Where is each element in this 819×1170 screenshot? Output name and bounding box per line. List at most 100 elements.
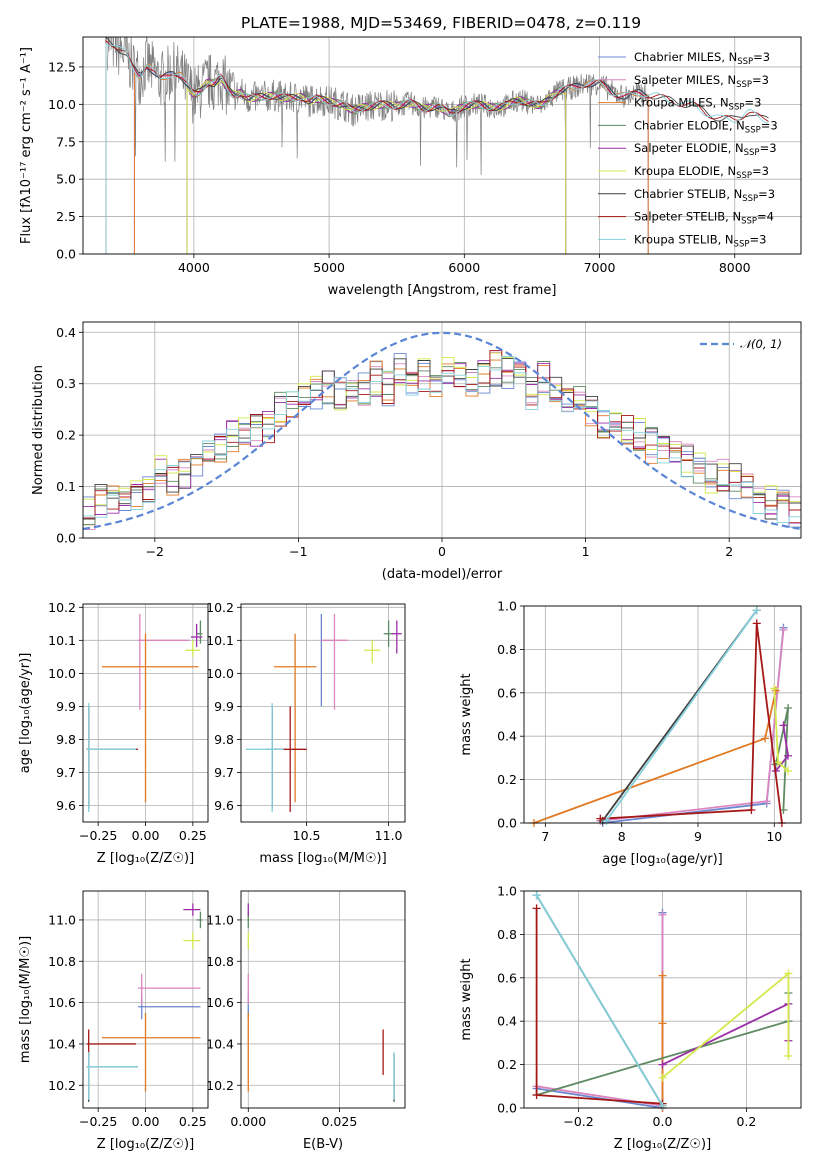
spectrum-ylabel: Flux [fλ10⁻¹⁷ erg cm⁻² s⁻¹ A⁻¹] [19, 47, 34, 244]
weight-vs-age-line-kroupa_stelib [605, 609, 758, 822]
age-vs-mass-frame [240, 603, 406, 823]
age-vs-mass-ytick-label: 9.7 [214, 765, 234, 780]
spectrum-legend: Chabrier MILES, NSSP=3 Salpeter MILES, NS… [598, 50, 778, 249]
weight-vs-Z-ytick-label: 0.2 [497, 1057, 517, 1072]
mass-vs-Z-ylabel: mass [log₁₀(M/M☉)] [18, 936, 33, 1063]
age-vs-Z-xtick-label: 0.25 [179, 828, 207, 843]
mass-vs-ebv-frame [240, 890, 406, 1109]
residuals-axes: −2 −1 0 1 2 0.0 0.1 0.2 0.3 0.4 (data-model)/error… [31, 322, 801, 582]
age-vs-Z-plot [86, 613, 203, 813]
residuals-hist-kroupa_stelib [83, 355, 801, 538]
residuals-xtick-label: 2 [725, 544, 733, 559]
mass-vs-ebv-xtick-label: 0.000 [230, 1114, 266, 1129]
mass-vs-Z-plot [86, 903, 203, 1102]
weight-vs-age-ytick-label: 1.0 [497, 599, 517, 614]
weight-vs-Z-ytick-label: 1.0 [497, 884, 517, 899]
age-vs-mass-ytick-label: 9.9 [214, 699, 234, 714]
age-vs-mass-xtick-label: 11.0 [375, 828, 403, 843]
spectrum-ytick-label: 7.5 [56, 134, 76, 149]
age-vs-mass-ytick-label: 10.0 [206, 666, 234, 681]
weight-vs-age-marker-salpeter_stelib [752, 619, 761, 628]
mass-vs-ebv-xlabel: E(B-V) [303, 1137, 343, 1152]
weight-vs-Z-line-kroupa_stelib [535, 894, 664, 1107]
weight-vs-age-ytick-label: 0.0 [497, 816, 517, 831]
weight-vs-age-marker-chabrier_elodie [784, 703, 793, 712]
weight-vs-Z-marker-salpeter_miles [658, 910, 667, 919]
age-vs-mass-plot [245, 613, 402, 813]
age-vs-mass-xtick-label: 10.5 [293, 828, 321, 843]
age-vs-Z-xlabel: Z [log₁₀(Z/Z☉)] [97, 851, 194, 866]
weight-vs-Z-xtick-label: 0.0 [653, 1114, 673, 1129]
weight-vs-age-marker-kroupa_stelib [752, 606, 761, 615]
weight-vs-Z-axes: −0.2 0.0 0.2 0.0 0.2 0.4 0.6 0.8 1.0 Z [log₁₀(Z/Z… [459, 884, 801, 1152]
weight-vs-age-ylabel: mass weight [459, 673, 474, 755]
age-vs-Z-xtick-label: 0.00 [132, 828, 160, 843]
weight-vs-Z-marker-salpeter_stelib [532, 904, 541, 913]
spectrum-ytick-label: 12.5 [48, 59, 76, 74]
spectrum-ytick-label: 10.0 [48, 97, 76, 112]
age-vs-Z-ytick-label: 9.7 [56, 765, 76, 780]
weight-vs-Z-marker-kroupa_miles [658, 1019, 667, 1028]
weight-vs-age-xtick-label: 7 [541, 829, 549, 844]
spectrum-frame [82, 36, 802, 255]
mass-vs-Z-ytick-label: 10.2 [48, 1078, 76, 1093]
age-vs-Z-xtick-label: −0.25 [79, 828, 117, 843]
weight-vs-Z-ytick-label: 0.0 [497, 1101, 517, 1116]
spectrum-model-line-kroupa_stelib [105, 42, 769, 254]
spectrum-legend-label: Salpeter ELODIE, NSSP=3 [634, 141, 777, 158]
spectrum-xlabel: wavelength [Angstrom, rest frame] [328, 283, 557, 298]
weight-vs-age-marker-kroupa_stelib [602, 816, 611, 825]
residuals-ytick-label: 0.1 [56, 479, 76, 494]
spectrum-xtick-label: 8000 [719, 260, 751, 275]
spectrum-xtick-label: 4000 [178, 260, 210, 275]
mass-vs-ebv-ytick-label: 10.8 [206, 954, 234, 969]
mass-vs-ebv-ytick-label: 11.0 [206, 912, 234, 927]
spectrum-plot [105, 37, 769, 254]
mass-vs-Z-axes: −0.25 0.00 0.25 10.2 10.4 10.6 10.8 11.0 Z [log₁… [18, 891, 208, 1152]
weight-vs-age-marker-kroupa_elodie [770, 684, 779, 693]
weight-vs-age-marker-salpeter_stelib [747, 805, 756, 814]
residuals-xtick-label: −1 [289, 544, 307, 559]
residuals-ytick-label: 0.0 [56, 531, 76, 546]
spectrum-legend-label: Chabrier ELODIE, NSSP=3 [634, 118, 778, 135]
weight-vs-Z-marker-kroupa_elodie [658, 1073, 667, 1082]
age-vs-Z-frame [82, 603, 209, 823]
mass-vs-ebv-ytick-label: 10.4 [206, 1036, 234, 1051]
weight-vs-Z-ytick-label: 0.6 [497, 970, 517, 985]
spectrum-legend-label: Kroupa ELODIE, NSSP=3 [634, 164, 769, 181]
residuals-ylabel: Normed distribution [31, 365, 46, 495]
spectrum-model-line-chabrier_stelib [105, 37, 769, 254]
mass-vs-Z-ytick-label: 10.6 [48, 995, 76, 1010]
age-vs-mass-ytick-label: 9.8 [214, 732, 234, 747]
mass-vs-Z-xtick-label: 0.00 [132, 1114, 160, 1129]
residuals-xtick-label: −2 [146, 544, 164, 559]
age-vs-Z-ytick-label: 9.6 [56, 798, 76, 813]
mass-vs-ebv-ytick-label: 10.6 [206, 995, 234, 1010]
weight-vs-age-marker-salpeter_elodie [784, 751, 793, 760]
spectrum-ytick-label: 2.5 [56, 209, 76, 224]
residuals-ytick-label: 0.4 [56, 325, 76, 340]
spectrum-legend-label: Chabrier MILES, NSSP=3 [634, 50, 770, 67]
age-vs-mass-ytick-label: 9.6 [214, 798, 234, 813]
weight-vs-age-marker-kroupa_elodie [774, 758, 783, 767]
residuals-ytick-label: 0.2 [56, 428, 76, 443]
mass-vs-Z-ytick-label: 10.8 [48, 954, 76, 969]
spectrum-legend-label: Kroupa STELIB, NSSP=3 [634, 232, 766, 249]
mass-vs-ebv-plot [247, 903, 395, 1102]
residuals-xtick-label: 0 [438, 544, 446, 559]
mass-vs-ebv-ytick-label: 10.2 [206, 1078, 234, 1093]
age-vs-Z-ytick-label: 9.9 [56, 699, 76, 714]
weight-vs-Z-marker-kroupa_stelib [658, 1101, 667, 1110]
age-vs-Z-ytick-label: 10.0 [48, 666, 76, 681]
weight-vs-age-marker-kroupa_elodie [784, 766, 793, 775]
weight-vs-age-xtick-label: 8 [618, 829, 626, 844]
age-vs-Z-ytick-label: 9.8 [56, 732, 76, 747]
weight-vs-Z-ylabel: mass weight [459, 958, 474, 1040]
mass-vs-Z-xtick-label: 0.25 [179, 1114, 207, 1129]
residuals-xtick-label: 1 [582, 544, 590, 559]
mass-vs-ebv-xtick-label: 0.025 [322, 1114, 358, 1129]
weight-vs-age-ytick-label: 0.4 [497, 729, 517, 744]
spectrum-model-line-salpeter_stelib [105, 39, 769, 254]
residuals-plot [83, 331, 801, 538]
